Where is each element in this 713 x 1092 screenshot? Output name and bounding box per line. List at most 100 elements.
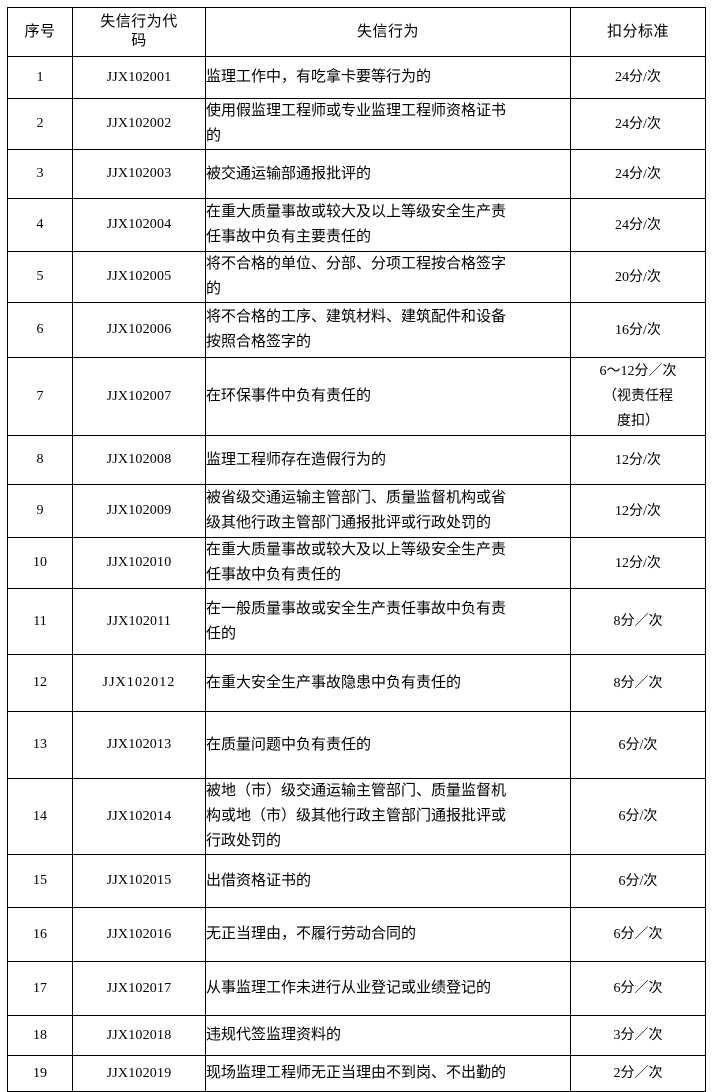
cell-behavior-description: 违规代签监理资料的: [205, 1015, 571, 1056]
cell-deduction-standard: 12分/次: [570, 484, 706, 538]
cell-deduction-standard: 24分/次: [570, 98, 706, 150]
deduction-text-line: 8分／次: [613, 614, 663, 629]
cell-behavior-description: 被省级交通运输主管部门、质量监督机构或省 级其他行政主管部门通报批评或行政处罚的: [205, 484, 571, 538]
behavior-text-line: 出借资格证书的: [206, 872, 312, 889]
cell-behavior-description: 将不合格的工序、建筑材料、建筑配件和设备 按照合格签字的: [205, 302, 571, 358]
cell-behavior-description: 将不合格的单位、分部、分项工程按合格签字的: [205, 251, 571, 303]
behavior-text-line: 被省级交通运输主管部门、质量监督机构或省: [206, 490, 507, 506]
cell-behavior-code: JJX102018: [72, 1015, 206, 1056]
table-row: 10 JJX102010 在重大质量事故或较大及以上等级安全生产责 任事故中负有责任的…: [7, 537, 706, 589]
cell-deduction-standard: 3分／次: [570, 1015, 706, 1056]
deduction-text-line: 度扣）: [617, 414, 659, 429]
column-header-behavior-label: 失信行为: [356, 23, 419, 40]
cell-deduction-standard: 24分/次: [570, 198, 706, 252]
behavior-text-line: 在重大质量事故或较大及以上等级安全生产责: [206, 542, 507, 558]
deduction-text-line: 20分/次: [615, 269, 661, 285]
column-header-code-label: 失信行为代码: [100, 14, 178, 49]
cell-behavior-description: 监理工程师存在造假行为的: [205, 435, 571, 485]
cell-behavior-description: 现场监理工程师无正当理由不到岗、不出勤的: [205, 1055, 571, 1092]
behavior-text-line: 将不合格的单位、分部、分项工程按合格签字: [206, 256, 507, 272]
deduction-text-line: 6分/次: [618, 873, 658, 889]
behavior-text-line: 任的: [206, 625, 237, 642]
cell-sequence-number: 11: [7, 588, 73, 655]
cell-deduction-standard: 20分/次: [570, 251, 706, 303]
behavior-text-line: 无正当理由，不履行劳动合同的: [206, 926, 417, 942]
table-header: 序号 失信行为代码 失信行为 扣分标准: [7, 7, 706, 57]
table-row: 14 JJX102014 被地（市）级交通运输主管部门、质量监督机 构或地（市）级其他…: [7, 778, 706, 855]
cell-behavior-code: JJX102006: [72, 302, 206, 358]
deduction-text-line: 6分/次: [618, 737, 658, 753]
cell-deduction-standard: 2分／次: [570, 1055, 706, 1092]
cell-behavior-description: 使用假监理工程师或专业监理工程师资格证书的: [205, 98, 571, 150]
table-row: 9 JJX102009 被省级交通运输主管部门、质量监督机构或省 级其他行政主管部门通…: [7, 484, 706, 538]
table-row: 4 JJX102004 在重大质量事故或较大及以上等级安全生产责 任事故中负有主要责任…: [7, 198, 706, 252]
cell-behavior-description: 监理工作中，有吃拿卡要等行为的: [205, 56, 571, 99]
table-row: 19 JJX102019 现场监理工程师无正当理由不到岗、不出勤的 2分／次: [7, 1055, 706, 1092]
table-row: 17 JJX102017 从事监理工作未进行从业登记或业绩登记的 6分／次: [7, 961, 706, 1016]
table-row: 2 JJX102002 使用假监理工程师或专业监理工程师资格证书的 24分/次: [7, 98, 706, 150]
cell-behavior-code: JJX102008: [72, 435, 206, 485]
behavior-text-line: 从事监理工作未进行从业登记或业绩登记的: [206, 980, 492, 996]
behavior-text-line: 违规代签监理资料的: [206, 1027, 342, 1043]
cell-behavior-code: JJX102011: [72, 588, 206, 655]
cell-deduction-standard: 8分／次: [570, 654, 706, 712]
cell-deduction-standard: 16分/次: [570, 302, 706, 358]
deduction-text-line: 2分／次: [613, 1066, 663, 1081]
table-row: 18 JJX102018 违规代签监理资料的 3分／次: [7, 1015, 706, 1056]
cell-behavior-description: 在一般质量事故或安全生产责任事故中负有责 任的: [205, 588, 571, 655]
behavior-text-line: 使用假监理工程师或专业监理工程师资格证书: [206, 103, 507, 119]
table-row: 5 JJX102005 将不合格的单位、分部、分项工程按合格签字的 20分/次: [7, 251, 706, 303]
table-header-row: 序号 失信行为代码 失信行为 扣分标准: [7, 7, 706, 57]
behavior-text-line: 按照合格签字的: [206, 334, 312, 350]
cell-deduction-standard: 24分/次: [570, 149, 706, 199]
cell-behavior-code: JJX102013: [72, 711, 206, 779]
cell-behavior-description: 在重大安全生产事故隐患中负有责任的: [205, 654, 571, 712]
cell-behavior-code: JJX102016: [72, 907, 206, 962]
column-header-score: 扣分标准: [570, 7, 706, 57]
table-row: 16 JJX102016 无正当理由，不履行劳动合同的 6分／次: [7, 907, 706, 962]
cell-deduction-standard: 6～12分／次 （视责任程 度扣）: [570, 357, 706, 436]
behavior-text-line: 任事故中负有主要责任的: [206, 229, 372, 245]
table-row: 15 JJX102015 出借资格证书的 6分/次: [7, 854, 706, 908]
cell-sequence-number: 2: [7, 98, 73, 150]
deduction-text-line: 24分/次: [615, 217, 661, 233]
cell-deduction-standard: 12分/次: [570, 537, 706, 589]
deduction-text-line: 12分/次: [615, 503, 661, 519]
cell-behavior-code: JJX102012: [72, 654, 206, 712]
table-row: 6 JJX102006 将不合格的工序、建筑材料、建筑配件和设备 按照合格签字的 16分…: [7, 302, 706, 358]
cell-deduction-standard: 6分／次: [570, 907, 706, 962]
deduction-text-line: 12分/次: [615, 555, 661, 571]
cell-behavior-code: JJX102014: [72, 778, 206, 855]
cell-sequence-number: 16: [7, 907, 73, 962]
behavior-text-line: 被地（市）级交通运输主管部门、质量监督机: [206, 783, 507, 799]
cell-behavior-code: JJX102002: [72, 98, 206, 150]
deduction-text-line: 24分/次: [615, 116, 661, 132]
cell-behavior-code: JJX102007: [72, 357, 206, 436]
cell-sequence-number: 8: [7, 435, 73, 485]
cell-behavior-code: JJX102003: [72, 149, 206, 199]
behavior-text-line: 行政处罚的: [206, 833, 282, 849]
behavior-text-line: 在一般质量事故或安全生产责任事故中负有责: [206, 600, 507, 617]
deduction-text-line: 6分/次: [618, 809, 658, 824]
cell-behavior-code: JJX102001: [72, 56, 206, 99]
table-row: 7 JJX102007 在环保事件中负有责任的 6～12分／次 （视责任程 度扣）: [7, 357, 706, 436]
behavior-text-line: 监理工程师存在造假行为的: [206, 451, 387, 468]
table-row: 13 JJX102013 在质量问题中负有责任的 6分/次: [7, 711, 706, 779]
table-row: 12 JJX102012 在重大安全生产事故隐患中负有责任的 8分／次: [7, 654, 706, 712]
cell-behavior-description: 出借资格证书的: [205, 854, 571, 908]
table-row: 8 JJX102008 监理工程师存在造假行为的 12分/次: [7, 435, 706, 485]
deduction-text-line: 6分／次: [613, 981, 663, 996]
cell-sequence-number: 14: [7, 778, 73, 855]
behavior-text-line: 构或地（市）级其他行政主管部门通报批评或: [206, 808, 507, 824]
deduction-text-line: （视责任程: [603, 389, 673, 404]
cell-behavior-code: JJX102010: [72, 537, 206, 589]
cell-sequence-number: 17: [7, 961, 73, 1016]
cell-behavior-description: 被地（市）级交通运输主管部门、质量监督机 构或地（市）级其他行政主管部门通报批评或…: [205, 778, 571, 855]
cell-sequence-number: 6: [7, 302, 73, 358]
table-row: 3 JJX102003 被交通运输部通报批评的 24分/次: [7, 149, 706, 199]
cell-sequence-number: 18: [7, 1015, 73, 1056]
cell-sequence-number: 9: [7, 484, 73, 538]
cell-behavior-description: 在重大质量事故或较大及以上等级安全生产责 任事故中负有责任的: [205, 537, 571, 589]
behavior-text-line: 监理工作中，有吃拿卡要等行为的: [206, 69, 432, 85]
